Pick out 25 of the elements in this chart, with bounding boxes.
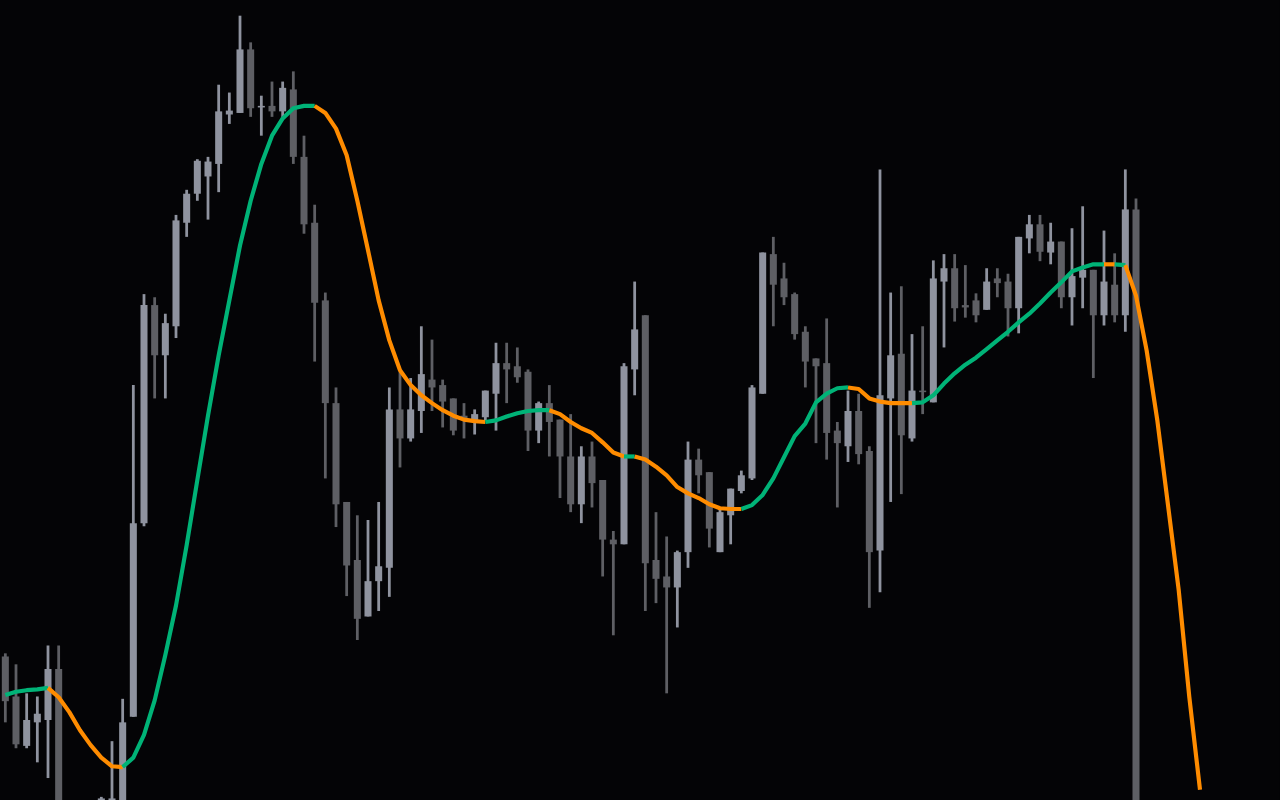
candlestick [663, 535, 671, 695]
candlestick [108, 739, 116, 800]
candlestick [780, 261, 788, 307]
candlestick [439, 378, 447, 429]
candlestick [513, 346, 521, 385]
candlestick [268, 80, 276, 119]
candlestick [503, 341, 511, 405]
candlestick [695, 447, 703, 495]
candlestick [1068, 226, 1076, 327]
candlestick [225, 91, 233, 126]
candlestick [737, 469, 745, 495]
candlestick [993, 266, 1001, 299]
candlestick [204, 155, 212, 221]
candlestick [1047, 221, 1055, 266]
candlestick [972, 291, 980, 324]
candlestick [652, 510, 660, 605]
candlestick [375, 500, 383, 613]
candlestick [940, 252, 948, 349]
candlestick [33, 695, 41, 764]
candlestick [1025, 213, 1033, 255]
candlestick [812, 357, 820, 445]
candlestick [279, 80, 287, 120]
candlestick [833, 420, 841, 509]
candlestick [428, 338, 436, 413]
candlestick [1079, 204, 1087, 310]
